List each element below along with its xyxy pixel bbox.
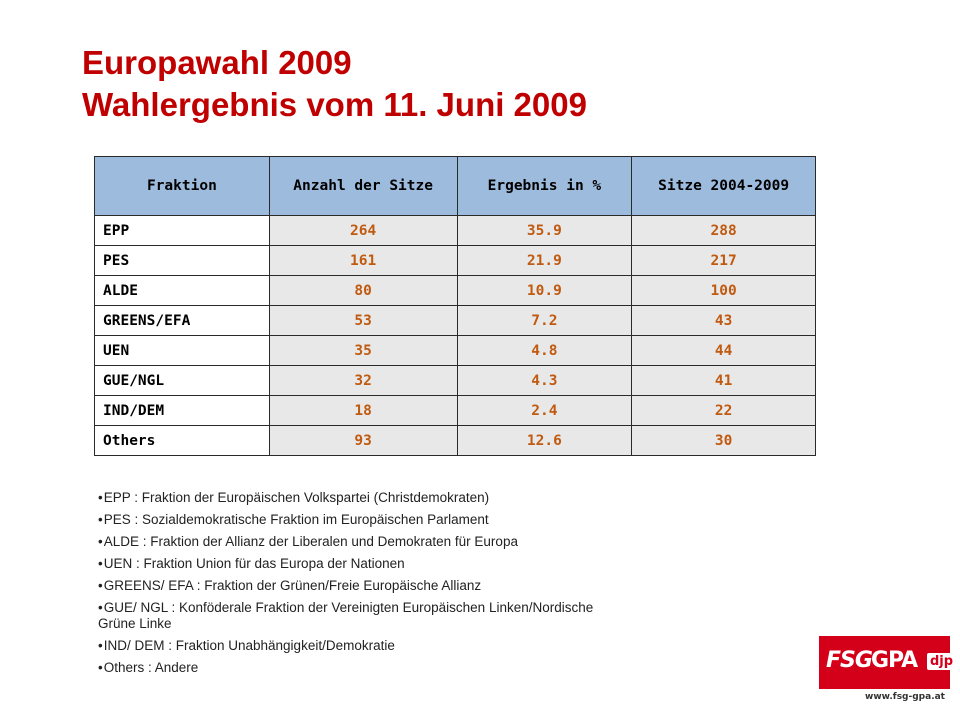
header-fraktion: Fraktion xyxy=(94,156,270,216)
logo-gpa-text: GPA xyxy=(871,648,918,673)
legend-item: Others : Andere xyxy=(98,660,618,676)
logo-fsg-text: FSG xyxy=(826,648,873,673)
logo-url: www.fsg-gpa.at xyxy=(865,692,945,702)
cell-fraktion: IND/DEM xyxy=(94,395,270,426)
logo-djp-text: djp xyxy=(927,653,957,670)
cell-sitze-alt: 288 xyxy=(631,215,816,246)
table-row: EPP 264 35.9 288 xyxy=(94,215,816,246)
table-row: PES 161 21.9 217 xyxy=(94,245,816,276)
cell-sitze: 80 xyxy=(268,275,458,306)
header-sitze-2004-2009: Sitze 2004-2009 xyxy=(631,156,816,216)
cell-ergebnis: 35.9 xyxy=(456,215,633,246)
table-header-row: Fraktion Anzahl der Sitze Ergebnis in % … xyxy=(94,156,816,216)
cell-sitze-alt: 100 xyxy=(631,275,816,306)
cell-sitze: 35 xyxy=(268,335,458,366)
abbreviation-legend: EPP : Fraktion der Europäischen Volkspar… xyxy=(98,490,618,682)
table-row: GUE/NGL 32 4.3 41 xyxy=(94,365,816,396)
cell-fraktion: GREENS/EFA xyxy=(94,305,270,336)
cell-sitze-alt: 217 xyxy=(631,245,816,276)
cell-sitze: 18 xyxy=(268,395,458,426)
cell-ergebnis: 2.4 xyxy=(456,395,633,426)
page-title: Europawahl 2009 Wahlergebnis vom 11. Jun… xyxy=(82,42,587,126)
cell-fraktion: Others xyxy=(94,425,270,456)
table-row: Others 93 12.6 30 xyxy=(94,425,816,456)
cell-ergebnis: 4.3 xyxy=(456,365,633,396)
cell-sitze-alt: 30 xyxy=(631,425,816,456)
cell-fraktion: ALDE xyxy=(94,275,270,306)
cell-sitze: 264 xyxy=(268,215,458,246)
cell-fraktion: UEN xyxy=(94,335,270,366)
legend-item: GUE/ NGL : Konföderale Fraktion der Vere… xyxy=(98,600,618,632)
table-row: UEN 35 4.8 44 xyxy=(94,335,816,366)
legend-item: PES : Sozialdemokratische Fraktion im Eu… xyxy=(98,512,618,528)
legend-item: IND/ DEM : Fraktion Unabhängigkeit/Demok… xyxy=(98,638,618,654)
table-row: IND/DEM 18 2.4 22 xyxy=(94,395,816,426)
legend-item: ALDE : Fraktion der Allianz der Liberale… xyxy=(98,534,618,550)
fsg-gpa-logo: FSG GPA djp www.fsg-gpa.at xyxy=(815,636,957,708)
cell-sitze-alt: 41 xyxy=(631,365,816,396)
results-table: Fraktion Anzahl der Sitze Ergebnis in % … xyxy=(94,156,816,456)
title-line-2: Wahlergebnis vom 11. Juni 2009 xyxy=(82,86,587,123)
header-ergebnis: Ergebnis in % xyxy=(456,156,633,216)
cell-sitze: 93 xyxy=(268,425,458,456)
legend-item: EPP : Fraktion der Europäischen Volkspar… xyxy=(98,490,618,506)
cell-ergebnis: 12.6 xyxy=(456,425,633,456)
cell-sitze: 161 xyxy=(268,245,458,276)
table-body: EPP 264 35.9 288 PES 161 21.9 217 ALDE 8… xyxy=(94,215,816,456)
title-line-1: Europawahl 2009 xyxy=(82,44,352,81)
cell-sitze: 53 xyxy=(268,305,458,336)
legend-item: UEN : Fraktion Union für das Europa der … xyxy=(98,556,618,572)
cell-fraktion: GUE/NGL xyxy=(94,365,270,396)
cell-ergebnis: 21.9 xyxy=(456,245,633,276)
logo-red-block: FSG GPA djp xyxy=(819,636,957,689)
table-row: GREENS/EFA 53 7.2 43 xyxy=(94,305,816,336)
cell-ergebnis: 10.9 xyxy=(456,275,633,306)
cell-fraktion: PES xyxy=(94,245,270,276)
cell-sitze-alt: 43 xyxy=(631,305,816,336)
cell-ergebnis: 4.8 xyxy=(456,335,633,366)
legend-item: GREENS/ EFA : Fraktion der Grünen/Freie … xyxy=(98,578,618,594)
cell-sitze-alt: 44 xyxy=(631,335,816,366)
header-anzahl-der-sitze: Anzahl der Sitze xyxy=(268,156,458,216)
cell-sitze: 32 xyxy=(268,365,458,396)
cell-ergebnis: 7.2 xyxy=(456,305,633,336)
table-row: ALDE 80 10.9 100 xyxy=(94,275,816,306)
cell-fraktion: EPP xyxy=(94,215,270,246)
cell-sitze-alt: 22 xyxy=(631,395,816,426)
